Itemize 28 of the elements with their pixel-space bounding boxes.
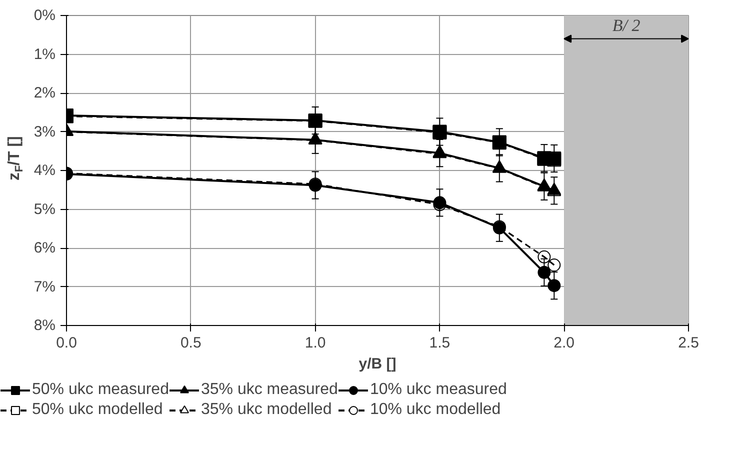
point: [538, 250, 551, 264]
y-tick-label: 7%: [34, 278, 56, 296]
legend-label: 50% ukc modelled: [32, 400, 163, 420]
x-tick-label: 1.5: [429, 334, 450, 352]
y-tick-label: 0%: [34, 7, 56, 24]
x-tick-label: 0.0: [56, 334, 77, 352]
x-tick-label: 1.0: [304, 334, 326, 352]
y-axis-title: zF/T []: [6, 136, 26, 180]
x-tick-label: 2.0: [554, 334, 575, 352]
legend-label: 10% ukc measured: [370, 380, 507, 400]
legend-label: 10% ukc modelled: [370, 400, 501, 420]
x-tick-label: 2.5: [678, 334, 699, 352]
point: [538, 266, 551, 279]
y-tick-label: 4%: [34, 162, 56, 179]
legend-label: 50% ukc measured: [32, 380, 169, 400]
x-axis-title: y/B []: [358, 356, 396, 372]
legend-label: 35% ukc modelled: [200, 400, 332, 420]
point: [548, 258, 561, 272]
y-tick-label: 5%: [34, 200, 56, 218]
x-tick-label: 0.5: [180, 334, 202, 352]
y-tick-label: 1%: [34, 46, 56, 63]
y-tick-label: 3%: [34, 123, 56, 140]
y-tick-label: 8%: [34, 317, 56, 334]
legend-label: 35% ukc measured: [200, 380, 338, 400]
y-tick-label: 6%: [34, 240, 56, 256]
y-tick-label: 2%: [34, 84, 56, 102]
point: [548, 279, 561, 292]
band-label: B/ 2: [612, 16, 641, 35]
